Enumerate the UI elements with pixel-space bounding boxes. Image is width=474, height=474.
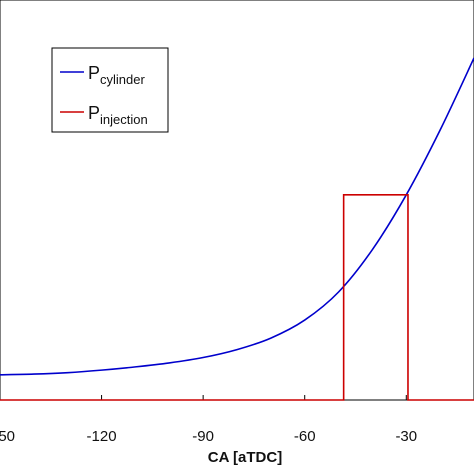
- legend-cylinder-subscript: cylinder: [100, 72, 145, 87]
- x-tick-label: -60: [294, 428, 316, 445]
- x-tick-label: -30: [395, 428, 417, 445]
- x-tick-label: -150: [0, 428, 15, 445]
- x-tick-label: -120: [87, 428, 117, 445]
- legend-injection-subscript: injection: [100, 112, 148, 127]
- x-ticks: -150 -120 -90 -60 -30: [0, 395, 417, 445]
- x-axis-title: CA [aTDC]: [208, 449, 282, 466]
- legend-box: [51, 47, 169, 133]
- series-layer: [0, 57, 474, 401]
- series-line-injection: [0, 194, 474, 401]
- legend-cylinder-symbol: P: [88, 63, 100, 83]
- legend-entry-cylinder: Pcylinder: [88, 63, 145, 87]
- legend: Pcylinder Pinjection: [51, 47, 169, 133]
- legend-entry-injection: Pinjection: [88, 103, 148, 127]
- series-line-cylinder: [0, 57, 474, 376]
- legend-injection-symbol: P: [88, 103, 100, 123]
- x-tick-label: -90: [192, 428, 214, 445]
